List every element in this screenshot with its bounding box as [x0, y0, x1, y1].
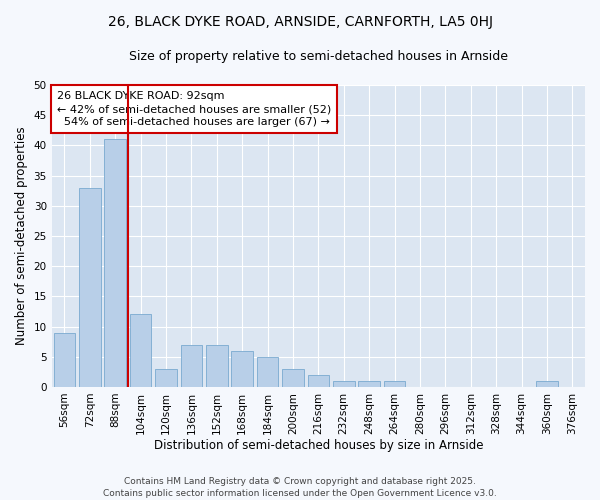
Bar: [79, 188, 101, 387]
Bar: [53, 332, 75, 387]
X-axis label: Distribution of semi-detached houses by size in Arnside: Distribution of semi-detached houses by …: [154, 440, 483, 452]
Bar: [282, 369, 304, 387]
Title: Size of property relative to semi-detached houses in Arnside: Size of property relative to semi-detach…: [129, 50, 508, 63]
Text: 26 BLACK DYKE ROAD: 92sqm
← 42% of semi-detached houses are smaller (52)
  54% o: 26 BLACK DYKE ROAD: 92sqm ← 42% of semi-…: [57, 91, 331, 128]
Bar: [308, 375, 329, 387]
Bar: [206, 344, 227, 387]
Bar: [130, 314, 151, 387]
Text: 26, BLACK DYKE ROAD, ARNSIDE, CARNFORTH, LA5 0HJ: 26, BLACK DYKE ROAD, ARNSIDE, CARNFORTH,…: [107, 15, 493, 29]
Bar: [257, 357, 278, 387]
Bar: [536, 381, 557, 387]
Bar: [384, 381, 406, 387]
Bar: [155, 369, 177, 387]
Bar: [333, 381, 355, 387]
Text: Contains HM Land Registry data © Crown copyright and database right 2025.
Contai: Contains HM Land Registry data © Crown c…: [103, 476, 497, 498]
Bar: [104, 140, 126, 387]
Y-axis label: Number of semi-detached properties: Number of semi-detached properties: [15, 126, 28, 346]
Bar: [181, 344, 202, 387]
Bar: [232, 350, 253, 387]
Bar: [358, 381, 380, 387]
